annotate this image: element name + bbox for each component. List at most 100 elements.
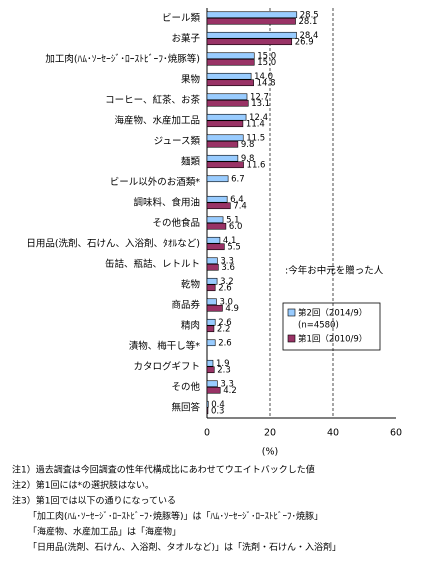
y-tick-label: カタログギフト <box>133 360 200 372</box>
value-label: 5.1 <box>226 215 240 225</box>
y-tick-label: 日用品(洗剤、石けん、入浴剤、ﾀｵﾙなど) <box>26 237 200 249</box>
bar <box>206 161 244 169</box>
bar <box>206 99 249 107</box>
value-label: 2.2 <box>217 324 231 334</box>
value-label: 11.6 <box>247 160 266 170</box>
note: 注3）第1回では以下の通りになっている <box>12 495 176 507</box>
bar <box>206 120 244 128</box>
bar <box>206 72 252 80</box>
y-tick-label: 商品券 <box>171 299 200 311</box>
legend-swatch <box>287 308 296 317</box>
value-label: 28.5 <box>300 10 319 20</box>
y-tick-label: ビール類 <box>162 13 201 24</box>
value-label: 3.3 <box>220 379 234 389</box>
y-tick-label: 麺類 <box>181 155 201 167</box>
bar <box>206 134 244 142</box>
value-label: 4.2 <box>223 386 237 396</box>
value-label: 28.1 <box>299 17 318 27</box>
value-label: 6.7 <box>231 174 245 184</box>
value-label: 9.8 <box>241 154 255 164</box>
y-tick-label: 海産物、水産加工品 <box>114 114 200 126</box>
bar <box>206 380 218 388</box>
y-tick-label: 無回答 <box>171 401 200 413</box>
bar <box>206 366 215 374</box>
bar <box>206 202 231 210</box>
value-label: 9.8 <box>241 140 255 150</box>
bar <box>206 304 223 312</box>
value-label: 3.2 <box>220 277 234 287</box>
y-tick-label: 調味料、食用油 <box>133 196 200 208</box>
bar <box>206 222 227 230</box>
value-label: 3.3 <box>220 256 234 266</box>
x-tick-label: 40 <box>327 428 339 439</box>
y-tick-label: その他食品 <box>152 217 200 229</box>
value-label: 0.3 <box>211 406 225 416</box>
bar <box>206 140 239 148</box>
bar <box>206 257 218 265</box>
bar <box>206 175 229 183</box>
value-label: 3.6 <box>221 263 235 273</box>
value-label: 26.9 <box>295 37 314 47</box>
note: 注2）第1回には*の選択肢はない。 <box>12 479 154 491</box>
bar <box>206 31 297 39</box>
value-label: 0.4 <box>211 400 225 410</box>
y-tick-label: ビール以外のお酒類* <box>110 176 201 188</box>
bar <box>206 243 225 251</box>
value-label: 11.4 <box>246 119 265 129</box>
value-label: 15.0 <box>257 58 276 68</box>
value-label: 14.8 <box>257 78 276 88</box>
value-label: 6.0 <box>229 222 243 232</box>
note: 「海産物、水産加工品」は「海産物」 <box>28 526 181 538</box>
y-tick-label: ジュース類 <box>154 136 201 147</box>
value-label: 7.4 <box>233 201 247 211</box>
value-label: 4.1 <box>223 236 237 246</box>
bar <box>206 17 296 25</box>
y-tick-label: その他 <box>171 381 200 393</box>
bar <box>206 79 254 87</box>
bar <box>206 263 219 271</box>
bar <box>206 400 209 408</box>
bar <box>206 339 216 347</box>
value-label: 28.4 <box>299 31 318 41</box>
y-tick-label: 漬物、梅干し等* <box>129 340 201 352</box>
bar <box>206 52 255 60</box>
bar <box>206 38 293 46</box>
value-label: 1.9 <box>216 359 230 369</box>
legend-note: (n=4580) <box>298 321 339 331</box>
value-label: 12.7 <box>250 92 269 102</box>
bar <box>206 93 248 101</box>
value-label: 14.0 <box>254 72 273 82</box>
value-label: 3.0 <box>219 297 233 307</box>
legend-label: 第1回（2010/9） <box>298 334 367 345</box>
bar <box>206 154 239 162</box>
bar <box>206 277 218 285</box>
y-tick-label: 果物 <box>181 73 201 85</box>
bar <box>206 386 221 394</box>
bar <box>206 113 247 121</box>
bar <box>206 359 214 367</box>
bar <box>206 11 298 19</box>
bar <box>206 195 228 203</box>
x-axis-label: (%) <box>262 447 278 458</box>
value-label: 2.3 <box>217 365 231 375</box>
bar <box>206 216 224 224</box>
value-label: 2.6 <box>218 283 232 293</box>
legend-label: 第2回（2014/9） <box>298 308 367 319</box>
annotation: :今年お中元を贈った人 <box>285 265 384 277</box>
note: 「加工肉(ﾊﾑ･ｿｰｾｰｼﾞ･ﾛｰｽﾄﾋﾞｰﾌ･焼豚等)」は「ﾊﾑ･ｿｰｾｰｼﾞ… <box>28 510 323 522</box>
value-label: 13.1 <box>251 99 270 109</box>
y-tick-label: 乾物 <box>181 278 201 290</box>
y-tick-label: 精肉 <box>181 319 200 331</box>
value-label: 12.4 <box>249 113 268 123</box>
value-label: 15.0 <box>257 51 276 61</box>
bar <box>206 325 215 333</box>
y-tick-label: 缶詰、瓶詰、レトルト <box>105 258 200 270</box>
legend-box <box>282 302 381 351</box>
note: 「日用品(洗剤、石けん、入浴剤、タオルなど)」は「洗剤・石けん・入浴剤」 <box>28 541 341 553</box>
bar <box>206 236 221 244</box>
bar <box>206 298 217 306</box>
value-label: 2.6 <box>218 318 232 328</box>
legend-swatch <box>287 334 296 343</box>
y-tick-label: コーヒー、紅茶、お茶 <box>105 94 200 106</box>
